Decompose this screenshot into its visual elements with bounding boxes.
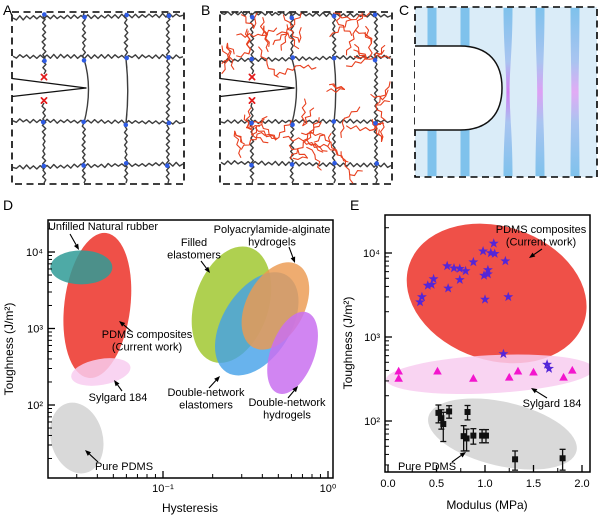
stretched-stripe [503,8,513,176]
crosslink-dots [40,12,172,169]
plot-frame [47,219,334,479]
broken-bond-x-icon [248,73,256,81]
y-axis-title: Toughness (J/m²) [2,303,16,396]
annotation-pdms_composites: PDMS composites(Current work) [102,321,193,354]
svg-text:Pure PDMS: Pure PDMS [398,461,456,473]
svg-text:Filled: Filled [181,237,207,249]
svg-text:Double-network: Double-network [167,387,245,399]
panel-label-e: E [350,197,360,213]
panel-label-a: A [3,2,13,18]
region-pure_pdms [49,402,104,474]
panel-b-filled-network-schematic [219,10,393,185]
series-square [435,404,566,471]
svg-text:PDMS composites: PDMS composites [496,224,587,236]
annotation-pdms_composites: PDMS composites(Current work) [496,224,587,258]
chart-E-axes: 0.0 0.5 1.0 1.5 2.0 10² 10³ 10⁴ [363,227,590,490]
panel-label-b: B [201,2,211,18]
svg-text:PDMS composites: PDMS composites [102,329,193,341]
svg-text:(Current work): (Current work) [112,342,182,354]
filled-network [219,10,393,185]
chart-D-axes: 10⁻¹ 10⁰ 10² 10³ 10⁴ [26,228,337,495]
svg-text:elastomers: elastomers [167,250,221,262]
chart-D-regions [49,232,318,474]
svg-text:1.5: 1.5 [526,478,541,490]
svg-text:0.5: 0.5 [429,478,444,490]
chart-E-regions [385,223,590,470]
svg-text:10³: 10³ [364,332,380,344]
panel-label-d: D [3,197,14,213]
crack-blunting-schematic [414,6,598,178]
plot-frame [384,214,591,473]
broken-bond-x-icon [40,97,48,104]
svg-text:10⁻¹: 10⁻¹ [152,483,174,495]
crosslink-dots [249,12,380,168]
panel-e-toughness-vs-modulus-chart: 0.0 0.5 1.0 1.5 2.0 10² 10³ 10⁴ Modulus (MPa) Tou… [341,214,591,512]
region-pure_pdms [428,398,577,470]
region-natural_rubber [50,250,113,285]
stretched-stripe [570,8,580,176]
x-axis-title: Hysteresis [162,501,218,515]
svg-text:10⁴: 10⁴ [26,247,43,259]
svg-text:Polyacrylamide-alginate: Polyacrylamide-alginate [214,224,331,236]
region-sylgard [385,354,590,395]
svg-text:Sylgard 184: Sylgard 184 [523,398,582,410]
x-axis-title: Modulus (MPa) [446,498,527,512]
svg-text:0.0: 0.0 [380,478,395,490]
svg-text:2.0: 2.0 [574,478,589,490]
svg-text:Double-network: Double-network [248,397,326,409]
blunted-crack [415,45,503,131]
region-sylgard [71,358,131,386]
panel-label-c: C [399,2,410,18]
svg-text:(Current work): (Current work) [506,237,576,249]
svg-text:10³: 10³ [27,324,43,336]
svg-text:10⁰: 10⁰ [320,483,337,495]
svg-text:elastomers: elastomers [179,400,233,412]
annotation-natural_rubber: Unfilled Natural rubber [48,221,158,250]
panel-c-crack-stress-schematic [414,6,598,178]
panel-a-unfilled-network-schematic [11,11,185,185]
annotation-pure_pdms: Pure PDMS [85,450,153,473]
broken-bond-x-icon [40,73,48,81]
annotation-sylgard: Sylgard 184 [523,388,582,410]
filler-chains [221,12,391,184]
stretched-stripe [535,8,545,176]
annotation-pure_pdms: Pure PDMS [398,452,466,473]
svg-text:Sylgard 184: Sylgard 184 [89,392,148,404]
unfilled-network [11,11,185,185]
y-axis-title: Toughness (J/m²) [341,297,355,390]
svg-text:10⁴: 10⁴ [363,248,380,260]
svg-text:hydrogels: hydrogels [248,237,296,249]
region-dn_hydrogels [267,311,318,394]
region-pdms_composites [63,232,132,379]
series-star [415,238,554,373]
svg-text:Unfilled Natural rubber: Unfilled Natural rubber [48,221,158,233]
series-triangle [394,365,577,382]
svg-text:10²: 10² [364,416,380,428]
svg-text:Pure PDMS: Pure PDMS [95,461,153,473]
svg-text:hydrogels: hydrogels [263,410,311,422]
svg-text:1.0: 1.0 [477,478,492,490]
panel-d-toughness-vs-hysteresis-chart: 10⁻¹ 10⁰ 10² 10³ 10⁴ Hysteresis Toughness (J/m… [2,219,337,515]
region-pdms_composites [406,223,587,364]
svg-text:10²: 10² [27,400,43,412]
annotation-sylgard: Sylgard 184 [89,380,148,404]
broken-bond-x-icon [248,97,256,104]
